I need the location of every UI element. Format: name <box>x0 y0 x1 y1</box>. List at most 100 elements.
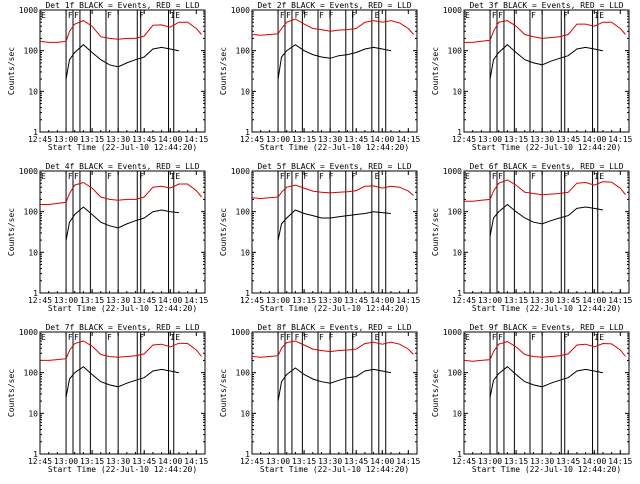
x-tick-label: 13:30 <box>106 296 130 305</box>
flag-label: F <box>74 333 79 342</box>
x-tick-label: 14:00 <box>582 296 606 305</box>
series-events-line <box>65 366 179 398</box>
x-tick-label: 13:15 <box>80 296 104 305</box>
flag-label: F <box>329 11 334 20</box>
plot-det-2: Det 2f BLACK = Events, RED = LLD 1 10 100 10… <box>219 1 421 152</box>
x-tick-label: 13:00 <box>478 135 502 144</box>
x-tick-label: 13:00 <box>478 296 502 305</box>
flag-label: IE <box>594 11 604 20</box>
y-tick-label: 1000 <box>231 167 250 176</box>
x-tick-label: 13:30 <box>106 135 130 144</box>
flag-label: F <box>492 11 497 20</box>
plot-frame <box>251 9 418 133</box>
flag-label: F <box>74 11 79 20</box>
y-tick-label: 1000 <box>19 328 38 337</box>
flag-label: F <box>139 11 144 20</box>
flag-label: F <box>531 333 536 342</box>
x-tick-label: 13:00 <box>266 296 290 305</box>
flag-label: F <box>68 11 73 20</box>
y-tick-label: 100 <box>448 369 463 378</box>
flag-label: E <box>41 11 46 20</box>
y-axis-label: Counts/sec <box>7 208 16 256</box>
plot-title: Det 1f BLACK = Events, RED = LLD <box>45 1 199 10</box>
plot-title: Det 7f BLACK = Events, RED = LLD <box>45 323 199 332</box>
x-tick-label: 12:45 <box>452 135 476 144</box>
flag-label: E <box>465 11 470 20</box>
flag-label: E <box>41 333 46 342</box>
plot-frame <box>251 331 418 455</box>
y-tick-label: 1 <box>33 289 38 298</box>
flag-label: F <box>319 172 324 181</box>
plot-frame <box>463 331 630 455</box>
x-tick-label: 14:15 <box>608 296 632 305</box>
x-tick-label: 13:00 <box>266 135 290 144</box>
x-tick-label: 13:45 <box>132 296 156 305</box>
x-tick-label: 13:30 <box>530 296 554 305</box>
series-lld-line <box>464 179 626 202</box>
flag-label: F <box>492 333 497 342</box>
x-tick-label: 14:15 <box>396 296 420 305</box>
series-lld-line <box>251 184 414 200</box>
flag-label: F <box>68 172 73 181</box>
flag-label: F <box>107 333 112 342</box>
x-tick-label: 13:45 <box>556 457 580 466</box>
y-tick-label: 100 <box>24 208 39 217</box>
series-events-line <box>489 203 603 237</box>
plot-title: Det 8f BLACK = Events, RED = LLD <box>257 323 411 332</box>
plot-det-1: Det 1f BLACK = Events, RED = LLD 1 10 100 10… <box>7 1 209 152</box>
x-tick-label: 13:30 <box>106 457 130 466</box>
flag-label: F <box>531 11 536 20</box>
x-axis-label: Start Time (22-Jul-10 12:44:20) <box>260 465 409 474</box>
y-tick-label: 100 <box>236 47 251 56</box>
x-tick-label: 12:45 <box>28 296 52 305</box>
y-tick-label: 1000 <box>443 328 462 337</box>
y-tick-label: 100 <box>448 208 463 217</box>
x-tick-label: 13:15 <box>292 296 316 305</box>
flag-label: F <box>303 11 308 20</box>
x-tick-label: 12:45 <box>452 296 476 305</box>
y-tick-label: 10 <box>240 248 250 257</box>
flag-label: F <box>563 172 568 181</box>
flag-label: E <box>375 11 380 20</box>
plot-det-8: Det 8f BLACK = Events, RED = LLD 1 10 100 10… <box>219 323 421 474</box>
x-tick-label: 14:15 <box>608 457 632 466</box>
y-tick-label: 1 <box>33 128 38 137</box>
x-tick-label: 14:15 <box>184 296 208 305</box>
plot-title: Det 9f BLACK = Events, RED = LLD <box>469 323 623 332</box>
y-axis-label: Counts/sec <box>431 369 440 417</box>
series-lld-line <box>251 18 414 36</box>
plot-title: Det 6f BLACK = Events, RED = LLD <box>469 162 623 171</box>
flag-label: F <box>319 11 324 20</box>
y-axis-label: Counts/sec <box>219 47 228 95</box>
flag-label: IE <box>594 172 604 181</box>
x-tick-label: 13:00 <box>54 457 78 466</box>
x-tick-label: 12:45 <box>452 457 476 466</box>
flag-label: E <box>375 333 380 342</box>
series-events-line <box>277 367 391 402</box>
plot-title: Det 3f BLACK = Events, RED = LLD <box>469 1 623 10</box>
x-tick-label: 13:00 <box>266 457 290 466</box>
plot-frame <box>463 9 630 133</box>
flag-label: F <box>563 333 568 342</box>
flag-label: IE <box>170 172 180 181</box>
y-tick-label: 1000 <box>231 6 250 15</box>
series-lld-line <box>40 181 202 205</box>
x-axis-label: Start Time (22-Jul-10 12:44:20) <box>260 143 409 152</box>
plot-det-9: Det 9f BLACK = Events, RED = LLD 1 10 100 10… <box>431 323 633 474</box>
x-tick-label: 14:00 <box>370 135 394 144</box>
plot-det-4: Det 4f BLACK = Events, RED = LLD 1 10 100 10… <box>7 162 209 313</box>
x-tick-label: 13:45 <box>556 135 580 144</box>
plot-title: Det 5f BLACK = Events, RED = LLD <box>257 162 411 171</box>
flag-label: F <box>107 11 112 20</box>
plot-det-3: Det 3f BLACK = Events, RED = LLD 1 10 100 10… <box>431 1 633 152</box>
x-tick-label: 14:00 <box>370 296 394 305</box>
x-tick-label: 13:45 <box>344 457 368 466</box>
y-tick-label: 1 <box>245 289 250 298</box>
x-tick-label: 13:30 <box>318 135 342 144</box>
x-tick-label: 14:15 <box>396 457 420 466</box>
x-tick-label: 13:15 <box>504 296 528 305</box>
x-tick-label: 13:45 <box>344 135 368 144</box>
flag-label: F <box>295 333 300 342</box>
y-tick-label: 100 <box>236 369 251 378</box>
